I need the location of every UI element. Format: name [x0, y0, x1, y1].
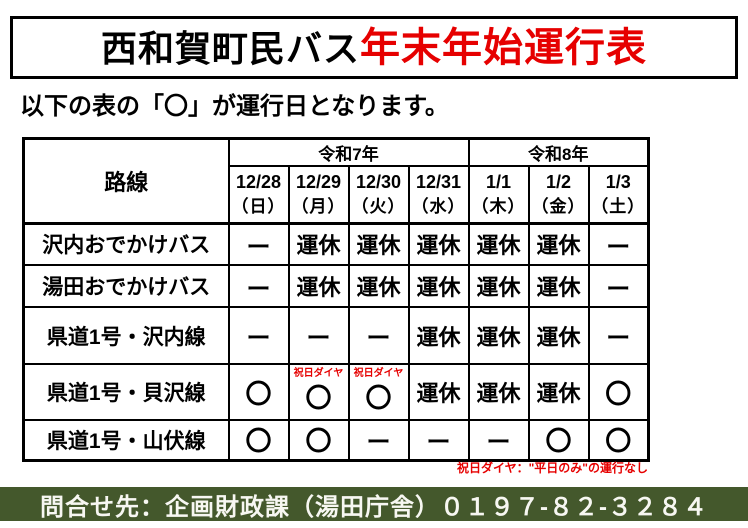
schedule-mark: 〇 [365, 383, 392, 413]
schedule-cell: 〇 [227, 419, 290, 461]
date-label: 1/3 [605, 171, 631, 192]
schedule-cell: ー [347, 306, 410, 365]
schedule-cell: 運休 [287, 222, 350, 266]
date-column-header: 12/30 （火） [347, 165, 410, 224]
weekday-label: （月） [291, 196, 346, 216]
contact-text: 問合せ先：企画財政課（湯田庁舎）０１９７-８２-３２８４ [40, 493, 708, 521]
schedule-table-body: 沢内おでかけバスー運休 運休 運休 運休 運休ー湯田おでかけバスー運休 運休 運休 運休 運休ー… [22, 222, 650, 461]
weekday-label: （火） [351, 196, 406, 216]
date-label: 1/1 [485, 171, 512, 192]
schedule-cell: ー [227, 222, 290, 266]
year-group-header: 令和8年 [467, 137, 650, 167]
subtitle-note: 以下の表の「〇」が運行日となります。 [20, 93, 449, 120]
route-name-cell: 県道1号・貝沢線 [22, 363, 230, 421]
schedule-cell: 運休 [527, 222, 590, 266]
date-column-header: 1/1 （木） [467, 165, 530, 224]
date-column-header: 1/2 （金） [527, 165, 590, 224]
date-column-header: 12/29 （月） [287, 165, 350, 224]
schedule-cell: ー [587, 306, 650, 365]
year-header-row: 路線 令和7年 令和8年 [22, 137, 650, 224]
schedule-cell: 運休 [407, 222, 470, 266]
schedule-cell: 運休 [407, 306, 470, 365]
contact-bar: 問合せ先：企画財政課（湯田庁舎）０１９７-８２-３２８４ [0, 487, 748, 521]
schedule-cell: 〇 [587, 419, 650, 461]
schedule-cell: 運休 [407, 363, 470, 421]
schedule-cell: 運休 [527, 264, 590, 308]
schedule-cell: ー [287, 306, 350, 365]
schedule-cell: 運休 [467, 222, 530, 266]
schedule-cell: ー [227, 264, 290, 308]
schedule-row: 県道1号・山伏線〇〇ーーー〇〇 [22, 419, 650, 461]
schedule-cell: 〇 [227, 363, 290, 421]
page-title: 西和賀町民バス年末年始運行表 [101, 28, 647, 68]
schedule-cell: ー [467, 419, 530, 461]
date-label: 12/30 [355, 171, 402, 192]
route-column-header: 路線 [22, 137, 230, 224]
schedule-row: 県道1号・貝沢線〇祝日ダイヤ〇祝日ダイヤ〇運休 運休 運休〇 [22, 363, 650, 421]
date-label: 12/28 [235, 171, 282, 192]
schedule-cell: 〇 [287, 419, 350, 461]
schedule-cell: 運休 [527, 363, 590, 421]
schedule-cell: 運休 [467, 264, 530, 308]
route-name-cell: 沢内おでかけバス [22, 222, 230, 266]
weekday-label: （金） [531, 196, 586, 216]
weekday-label: （水） [411, 196, 466, 216]
title-schedule-name: 年末年始運行表 [360, 25, 647, 70]
weekday-label: （日） [231, 196, 286, 216]
holiday-diagram-note: 祝日ダイヤ [293, 368, 344, 379]
date-column-header: 12/31 （水） [407, 165, 470, 224]
schedule-cell: ー [347, 419, 410, 461]
schedule-mark: 〇 [305, 383, 332, 413]
date-label: 1/2 [545, 171, 572, 192]
schedule-row: 県道1号・沢内線ーーー運休 運休 運休ー [22, 306, 650, 365]
date-header-row: 12/28 （日） 12/29 （月） 12/30 （火） 12/31 （水） 1/1 （木） 1/… [24, 165, 650, 224]
route-name-cell: 湯田おでかけバス [22, 264, 230, 308]
date-column-header: 12/28 （日） [227, 165, 290, 224]
route-name-cell: 県道1号・沢内線 [22, 306, 230, 365]
holiday-diagram-note: 祝日ダイヤ [353, 368, 404, 379]
year-group-header: 令和7年 [227, 137, 470, 167]
schedule-cell: ー [227, 306, 290, 365]
route-name-cell: 県道1号・山伏線 [22, 419, 230, 461]
schedule-cell: 運休 [287, 264, 350, 308]
holiday-schedule-footnote: 祝日ダイヤ："平日のみ"の運行なし [456, 461, 648, 475]
schedule-cell: 祝日ダイヤ〇 [287, 363, 350, 421]
schedule-cell: 祝日ダイヤ〇 [347, 363, 410, 421]
schedule-cell: 運休 [407, 264, 470, 308]
schedule-row: 湯田おでかけバスー運休 運休 運休 運休 運休ー [22, 264, 650, 308]
title-banner: 西和賀町民バス年末年始運行表 [10, 16, 738, 79]
schedule-cell: ー [587, 222, 650, 266]
schedule-row: 沢内おでかけバスー運休 運休 運休 運休 運休ー [22, 222, 650, 266]
date-label: 12/29 [295, 171, 342, 192]
schedule-cell: 運休 [467, 306, 530, 365]
weekday-label: （木） [471, 196, 526, 216]
schedule-cell: 運休 [467, 363, 530, 421]
schedule-cell: ー [407, 419, 470, 461]
schedule-cell: 運休 [347, 222, 410, 266]
date-label: 12/31 [415, 171, 462, 192]
schedule-cell: 〇 [587, 363, 650, 421]
weekday-label: （土） [591, 196, 646, 216]
schedule-table-head: 路線 令和7年 令和8年 12/28 （日） 12/29 （月） 12/30 （火） 12/31 （… [22, 137, 650, 224]
schedule-cell: ー [587, 264, 650, 308]
schedule-table: 路線 令和7年 令和8年 12/28 （日） 12/29 （月） 12/30 （火） 12/31 （… [22, 137, 650, 462]
date-column-header: 1/3 （土） [587, 165, 650, 224]
schedule-cell: 〇 [527, 419, 590, 461]
title-bus-name: 西和賀町民バス [100, 27, 360, 69]
schedule-cell: 運休 [527, 306, 590, 365]
schedule-cell: 運休 [347, 264, 410, 308]
